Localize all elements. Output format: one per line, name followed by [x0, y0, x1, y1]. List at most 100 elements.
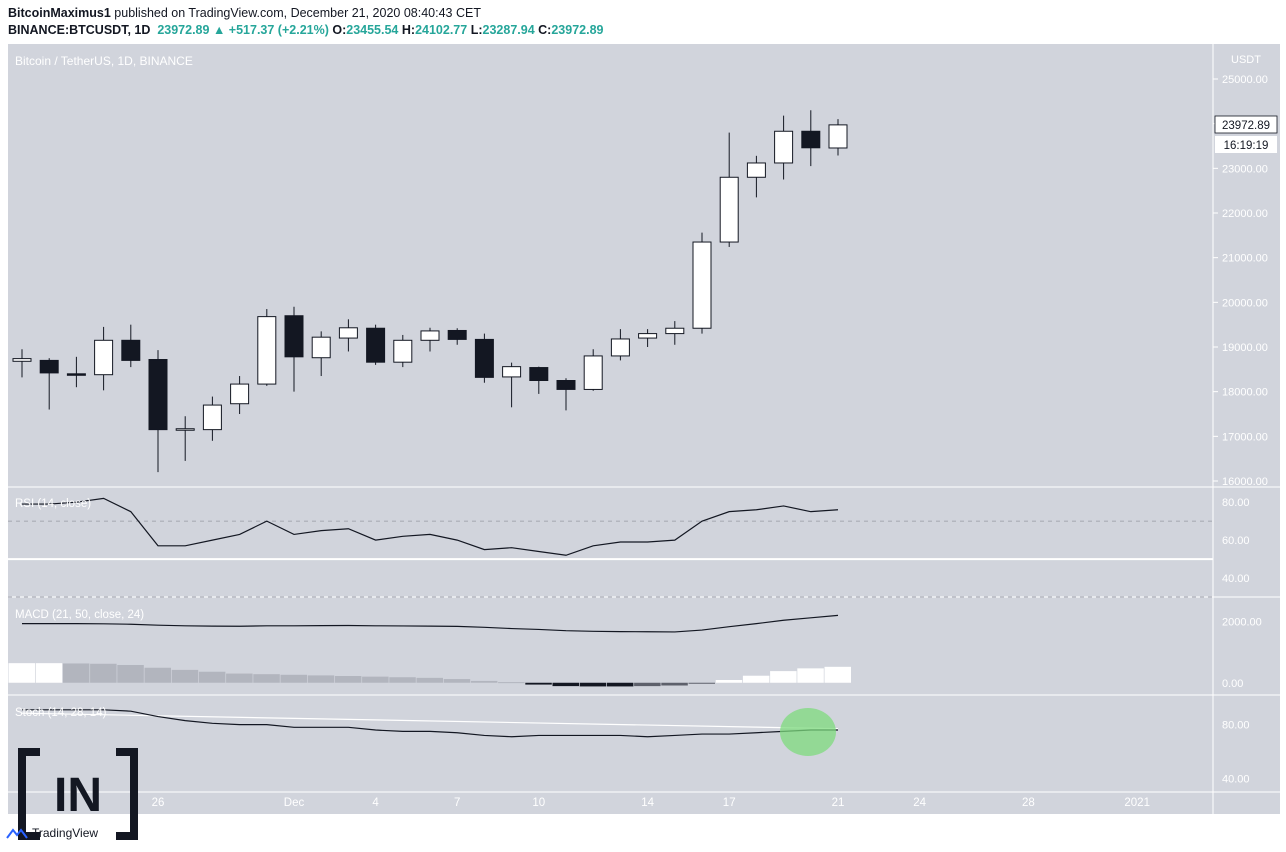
candle-body: [338, 327, 358, 339]
macd-histogram-bar: [416, 677, 443, 683]
price-tick-label: 18000.00: [1222, 387, 1268, 399]
macd-histogram-bar: [797, 668, 824, 683]
macd-tick-label: 2000.00: [1222, 617, 1262, 629]
candle-body: [692, 241, 712, 329]
close-label: C:: [538, 23, 552, 37]
candle: [121, 324, 141, 368]
macd-histogram-bar: [661, 682, 688, 686]
candle: [692, 232, 712, 334]
open-value: 23455.54: [346, 23, 399, 37]
candle: [366, 324, 386, 365]
tradingview-text: TradingView: [32, 826, 99, 840]
macd-histogram-bar: [389, 677, 416, 683]
macd-histogram-bar: [498, 682, 525, 684]
rsi-tick-label: 60.00: [1222, 535, 1250, 547]
macd-histogram-bar: [688, 682, 715, 684]
candle: [556, 378, 576, 411]
candle-body: [746, 162, 766, 178]
candle-body: [393, 339, 413, 363]
candle: [12, 349, 32, 378]
macd-histogram-bar: [579, 682, 607, 687]
highlight-ellipse: [780, 708, 836, 756]
candle: [257, 309, 277, 386]
close-value: 23972.89: [551, 23, 604, 37]
candle: [502, 362, 522, 408]
candle: [529, 366, 549, 394]
candle: [66, 356, 86, 388]
macd-pane: 0.00 2000.00: [8, 614, 1262, 690]
currency-label: USDT: [1231, 54, 1261, 66]
candle-body: [12, 358, 32, 362]
candle-body: [257, 316, 277, 385]
candle: [175, 416, 195, 461]
candle-body: [610, 338, 630, 357]
macd-histogram-bar: [117, 664, 144, 683]
candle-body: [420, 330, 440, 341]
candle-body: [774, 130, 794, 164]
candle-body: [175, 428, 195, 431]
candle: [284, 306, 304, 392]
candle-body: [583, 355, 603, 390]
macd-histogram-bar: [552, 682, 579, 687]
candle: [39, 358, 59, 410]
price-tick-label: 20000.00: [1222, 297, 1268, 309]
candle: [230, 376, 250, 414]
candle: [801, 110, 821, 167]
candle: [447, 328, 467, 345]
time-tick-label: 2021: [1124, 797, 1150, 809]
candle-body: [665, 327, 685, 335]
macd-histogram-bar: [362, 676, 389, 683]
rsi-tick-label: 80.00: [1222, 497, 1250, 509]
symbol-label: BINANCE:BTCUSDT, 1D: [8, 23, 151, 37]
rsi-line: [22, 497, 839, 556]
candle-body: [311, 336, 331, 359]
time-tick-label: 24: [913, 797, 926, 809]
time-tick-label: 14: [641, 797, 654, 809]
candle-body: [66, 373, 86, 376]
high-value: 24102.77: [415, 23, 468, 37]
stoch-k-line: [22, 709, 838, 738]
candle: [474, 333, 494, 383]
macd-histogram-bar: [253, 674, 280, 683]
candle-body: [556, 380, 576, 390]
candle-body: [94, 339, 114, 376]
chart-title: Bitcoin / TetherUS, 1D, BINANCE: [15, 54, 193, 68]
macd-histogram-bar: [770, 671, 797, 683]
last-price: 23972.89: [157, 23, 210, 37]
macd-histogram-bar: [634, 682, 661, 687]
candle: [94, 326, 114, 391]
publish-line: BitcoinMaximus1 published on TradingView…: [8, 6, 481, 20]
author-name[interactable]: BitcoinMaximus1: [8, 6, 111, 20]
macd-histogram-bar: [171, 669, 199, 683]
price-tick-label: 19000.00: [1222, 342, 1268, 354]
candle-body: [801, 130, 821, 149]
candle-body: [366, 327, 386, 363]
time-tick-label: Dec: [284, 797, 305, 809]
candle-body: [719, 176, 739, 243]
ohlc-line: BINANCE:BTCUSDT, 1D 23972.89 ▲ +517.37 (…: [8, 23, 603, 37]
candle-body: [447, 329, 467, 340]
price-tick-label: 23000.00: [1222, 163, 1268, 175]
last-price-tag-text: 23972.89: [1222, 120, 1270, 132]
tradingview-logo[interactable]: TradingView: [6, 826, 98, 840]
macd-histogram-bar: [90, 663, 117, 683]
time-tick-label: 4: [372, 797, 379, 809]
time-tick-label: 21: [832, 797, 845, 809]
price-axis-area[interactable]: [1213, 44, 1280, 814]
candle: [420, 327, 440, 352]
rsi-pane: 40.00 60.00 80.00: [8, 497, 1250, 598]
macd-histogram-bar: [198, 671, 226, 683]
published-text: published on TradingView.com, December 2…: [114, 6, 481, 20]
candle: [665, 321, 685, 345]
macd-histogram-bar: [715, 679, 743, 683]
time-tick-label: 28: [1022, 797, 1035, 809]
candle: [719, 132, 739, 247]
macd-title: MACD (21, 50, close, 24): [15, 609, 144, 621]
macd-histogram-bar: [280, 674, 307, 683]
candle: [311, 331, 331, 377]
candle: [338, 319, 358, 352]
candle: [148, 350, 168, 473]
macd-histogram-bar: [144, 667, 171, 683]
time-tick-label: 26: [152, 797, 165, 809]
